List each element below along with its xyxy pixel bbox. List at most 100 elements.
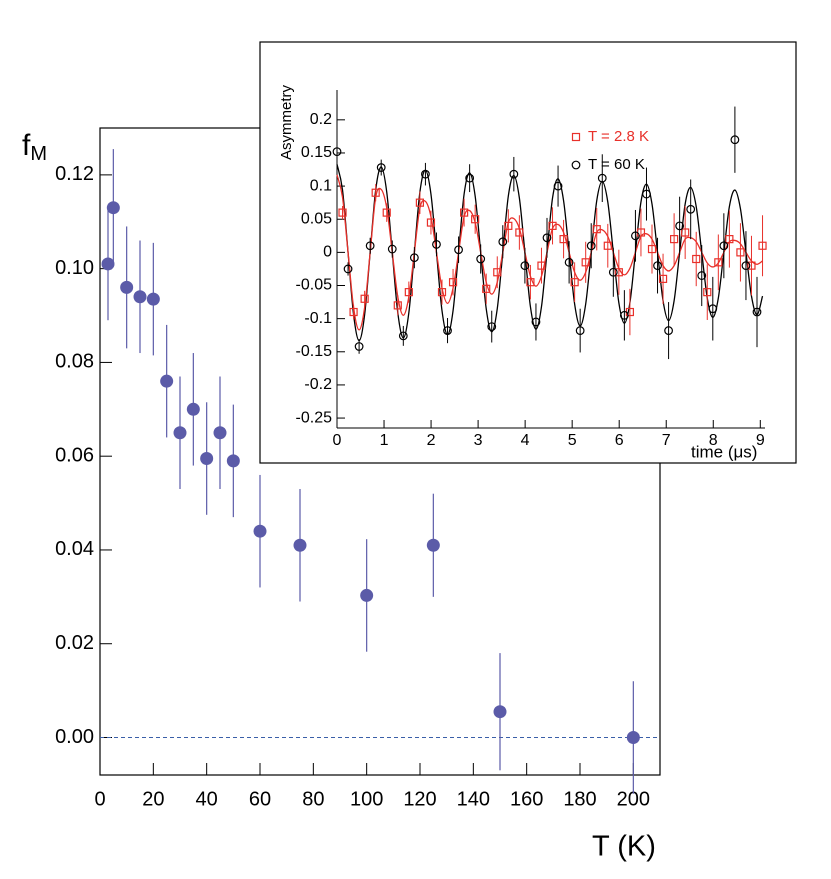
data-point: [293, 538, 307, 552]
y-tick-label: -0.1: [304, 310, 332, 327]
data-point: [101, 257, 115, 271]
data-point: [548, 221, 557, 230]
data-point: [253, 524, 267, 538]
x-tick-label: 2: [427, 432, 436, 449]
data-point: [426, 538, 440, 552]
x-tick-label: 8: [709, 432, 718, 449]
data-point: [421, 169, 430, 179]
data-point: [160, 374, 174, 388]
y-tick-label: 0.04: [55, 538, 94, 560]
data-point: [465, 173, 475, 183]
y-axis-title-main: f: [22, 129, 31, 162]
x-tick-label: 6: [615, 432, 624, 449]
data-point: [681, 228, 690, 237]
data-point: [382, 208, 391, 217]
x-axis-title: T (K): [592, 831, 656, 863]
data-point: [509, 169, 519, 179]
data-point: [526, 278, 535, 287]
data-point: [647, 244, 657, 254]
data-point: [376, 163, 386, 172]
data-point: [476, 254, 486, 264]
x-tick-label: 1: [380, 432, 389, 449]
data-point: [570, 278, 579, 287]
data-point: [675, 221, 685, 231]
y-tick-label: 0.00: [55, 726, 94, 748]
data-point: [531, 317, 541, 327]
inset-x-axis-title: time (μs): [691, 442, 757, 461]
data-point: [371, 188, 380, 197]
y-tick-label: 0.1: [310, 177, 332, 194]
data-point: [443, 326, 452, 335]
data-point: [515, 228, 524, 237]
data-point: [493, 705, 507, 719]
y-axis-title: fM: [22, 129, 47, 165]
x-tick-label: 3: [474, 432, 483, 449]
data-point: [460, 208, 469, 217]
legend-marker: [571, 160, 581, 170]
data-point: [437, 288, 447, 297]
data-point: [597, 173, 607, 183]
data-point: [133, 290, 147, 304]
data-point: [343, 264, 353, 274]
data-point: [106, 201, 120, 215]
data-point: [719, 241, 729, 251]
data-point: [537, 261, 546, 270]
data-point: [120, 280, 134, 294]
y-tick-label: 0.05: [301, 210, 332, 227]
data-point: [213, 426, 227, 440]
data-point: [592, 225, 601, 234]
data-point: [360, 294, 369, 303]
x-tick-label: 140: [457, 788, 490, 810]
x-tick-label: 20: [142, 788, 164, 810]
data-point: [703, 288, 712, 297]
x-tick-label: 7: [662, 432, 671, 449]
x-tick-label: 60: [249, 788, 271, 810]
data-point: [603, 241, 612, 250]
data-point: [575, 326, 585, 335]
x-tick-label: 0: [94, 788, 105, 810]
legend-marker: [571, 132, 581, 142]
y-tick-label: -0.2: [304, 376, 332, 393]
y-tick-label: 0: [323, 244, 332, 261]
data-point: [642, 189, 651, 199]
x-tick-label: 80: [302, 788, 324, 810]
data-point: [387, 244, 397, 254]
data-point: [725, 235, 734, 244]
data-point: [692, 254, 701, 264]
data-point: [504, 221, 513, 230]
y-axis-title-sub: M: [30, 143, 47, 165]
data-point: [332, 147, 342, 157]
inset-frame: [259, 41, 797, 464]
data-point: [226, 454, 240, 468]
data-point: [670, 235, 679, 244]
x-tick-label: 4: [521, 432, 530, 449]
x-tick-label: 5: [568, 432, 577, 449]
data-point: [586, 241, 596, 251]
data-point: [338, 208, 347, 217]
data-point: [360, 588, 374, 602]
data-point: [426, 218, 436, 227]
x-tick-label: 180: [563, 788, 596, 810]
main-plot: T (K) fM 0 20 40 60 80 100 120 140 160 180 2000.00…: [22, 127, 661, 863]
data-point: [736, 248, 745, 257]
inset-y-axis-title: Asymmetry: [278, 85, 295, 161]
data-point: [542, 233, 552, 243]
data-point: [626, 730, 640, 744]
data-point: [432, 240, 441, 249]
data-point: [471, 215, 480, 224]
data-point: [741, 261, 751, 271]
y-tick-label: 0.12: [55, 163, 94, 185]
data-point: [752, 307, 762, 317]
x-tick-label: 9: [756, 432, 765, 449]
data-point: [730, 135, 740, 145]
y-tick-label: -0.25: [296, 409, 333, 426]
x-tick-label: 100: [350, 788, 383, 810]
data-point: [409, 253, 419, 263]
data-point: [614, 268, 623, 277]
data-point: [454, 245, 463, 255]
legend-label: T = 60 K: [588, 156, 645, 173]
data-point: [520, 261, 530, 271]
data-point: [482, 284, 491, 293]
data-point: [664, 326, 673, 335]
